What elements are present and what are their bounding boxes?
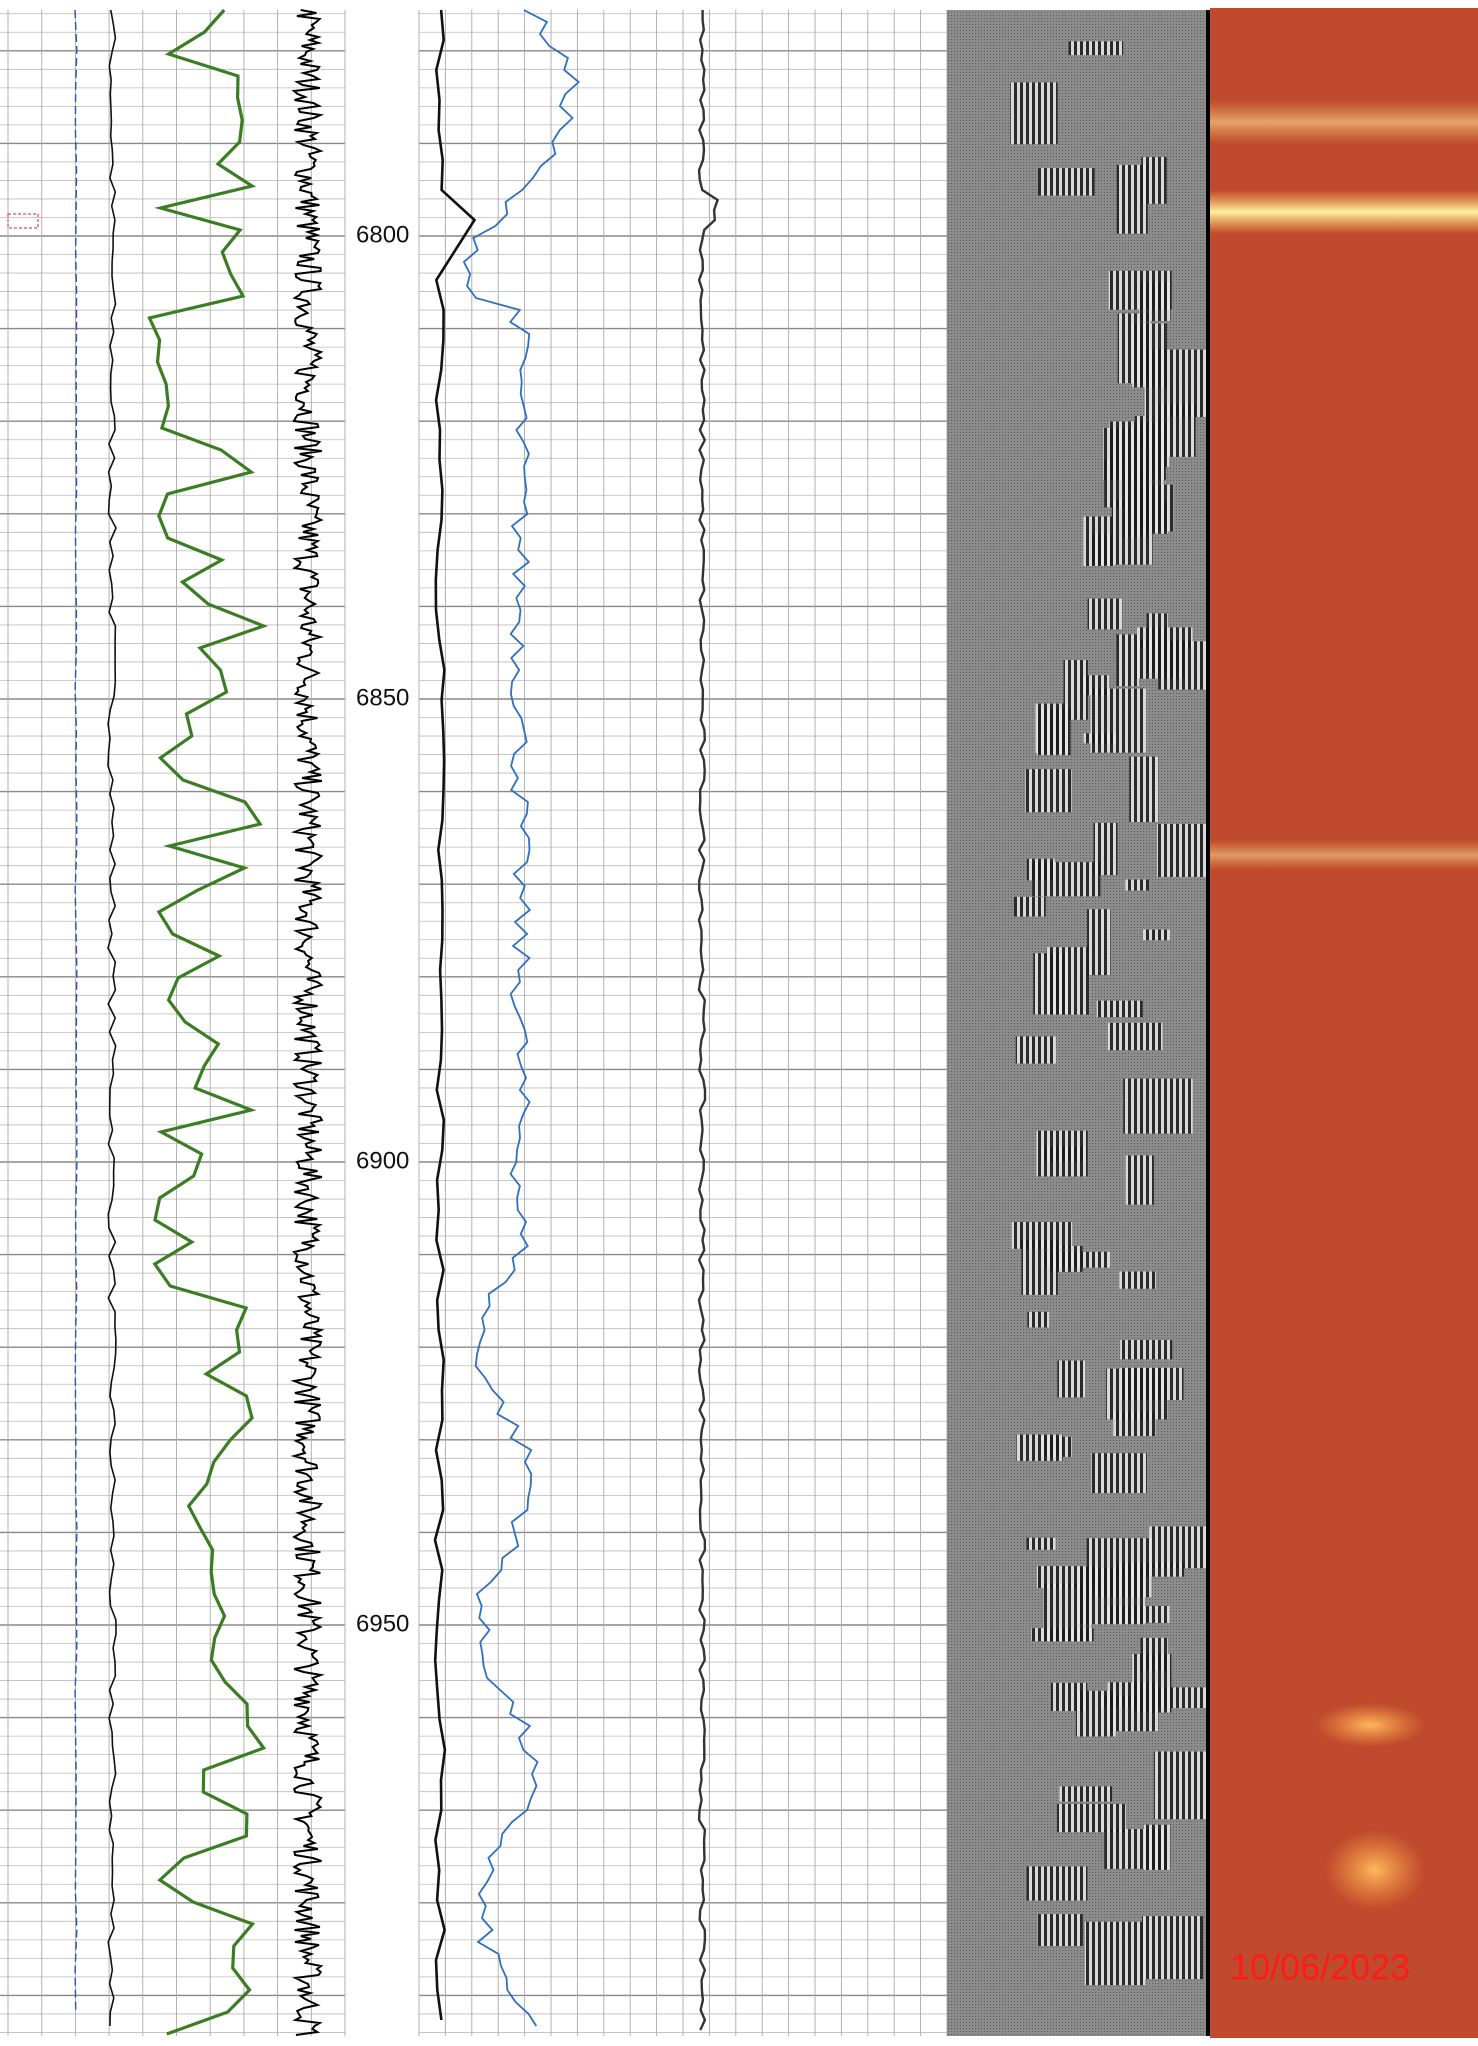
fracture-texture bbox=[1116, 634, 1139, 687]
noise-curve bbox=[290, 9, 325, 2036]
fracture-texture bbox=[1059, 1786, 1113, 1802]
fracture-texture bbox=[1113, 1412, 1156, 1437]
thermal-band bbox=[1210, 190, 1478, 234]
fracture-texture bbox=[1026, 1537, 1056, 1550]
fracture-texture bbox=[1107, 1022, 1163, 1051]
thermal-spot bbox=[1325, 1830, 1425, 1910]
fracture-texture bbox=[1035, 703, 1068, 753]
fracture-texture bbox=[1117, 313, 1151, 384]
date-stamp: 10/06/2023 bbox=[1230, 1947, 1410, 1988]
fracture-texture bbox=[1042, 1251, 1110, 1268]
fracture-texture bbox=[1015, 1036, 1056, 1064]
caliper-curve bbox=[74, 9, 78, 2011]
image-features bbox=[1010, 10, 1227, 2036]
fracture-texture bbox=[1149, 1526, 1207, 1569]
step-curve bbox=[107, 9, 117, 2027]
fracture-texture bbox=[1042, 1146, 1085, 1162]
resistivity-deep bbox=[433, 9, 477, 2021]
fracture-texture bbox=[1096, 1000, 1143, 1018]
fracture-texture bbox=[1057, 1803, 1126, 1833]
fracture-texture bbox=[1027, 1311, 1050, 1328]
fracture-texture bbox=[1084, 1921, 1146, 1986]
fracture-texture bbox=[1092, 533, 1153, 565]
fracture-texture bbox=[1153, 1751, 1216, 1820]
fracture-texture bbox=[1068, 41, 1124, 56]
fracture-texture bbox=[1031, 1628, 1094, 1642]
depth-label: 6850 bbox=[356, 684, 409, 711]
flag-marker bbox=[7, 213, 39, 229]
depth-label: 6950 bbox=[356, 1610, 409, 1637]
fracture-texture bbox=[1119, 1271, 1156, 1289]
fracture-texture bbox=[1014, 896, 1046, 917]
fracture-texture bbox=[1057, 1360, 1085, 1398]
thermal-band bbox=[1210, 100, 1478, 144]
depth-label: 6800 bbox=[356, 221, 409, 248]
fracture-texture bbox=[1091, 1453, 1147, 1494]
fracture-texture bbox=[1090, 688, 1146, 753]
fracture-texture bbox=[1032, 862, 1101, 897]
fracture-texture bbox=[1108, 270, 1172, 310]
resistivity-shallow bbox=[462, 9, 581, 2027]
fracture-texture bbox=[1129, 756, 1159, 823]
fracture-texture bbox=[1141, 157, 1167, 204]
thermal-image bbox=[1210, 8, 1478, 2038]
fracture-texture bbox=[1016, 1434, 1063, 1461]
fracture-texture bbox=[1026, 1866, 1088, 1901]
fracture-texture bbox=[1037, 1914, 1083, 1946]
thermal-band bbox=[1210, 840, 1478, 870]
fracture-texture bbox=[1010, 82, 1058, 145]
gamma-curve bbox=[147, 8, 269, 2036]
fracture-texture bbox=[1101, 1695, 1142, 1708]
fracture-texture bbox=[1140, 1637, 1168, 1671]
fracture-texture bbox=[1037, 168, 1095, 196]
fracture-texture bbox=[1103, 428, 1166, 480]
depth-label: 6900 bbox=[356, 1147, 409, 1174]
fracture-texture bbox=[1077, 1568, 1145, 1625]
fracture-texture bbox=[1046, 947, 1090, 1015]
fracture-texture bbox=[1125, 1155, 1154, 1205]
thermal-spot bbox=[1315, 1703, 1425, 1747]
fracture-texture bbox=[1125, 879, 1150, 891]
fracture-texture bbox=[1142, 1916, 1204, 1980]
depth-labels: 6800 6850 6900 6950 bbox=[356, 221, 409, 1637]
fracture-texture bbox=[1146, 613, 1168, 673]
fracture-texture bbox=[1025, 769, 1072, 813]
fracture-texture bbox=[1143, 1824, 1171, 1870]
fracture-texture bbox=[1021, 1240, 1058, 1295]
fracture-texture bbox=[1087, 909, 1111, 976]
fracture-texture bbox=[1087, 598, 1123, 630]
fracture-texture bbox=[1120, 1340, 1173, 1360]
curves bbox=[74, 8, 720, 2036]
grid bbox=[0, 10, 948, 2036]
fracture-texture bbox=[1142, 929, 1170, 941]
micro-curve bbox=[697, 10, 720, 2031]
fracture-texture bbox=[1120, 1367, 1184, 1400]
fracture-texture bbox=[1134, 484, 1174, 532]
fracture-texture bbox=[1123, 1078, 1193, 1134]
